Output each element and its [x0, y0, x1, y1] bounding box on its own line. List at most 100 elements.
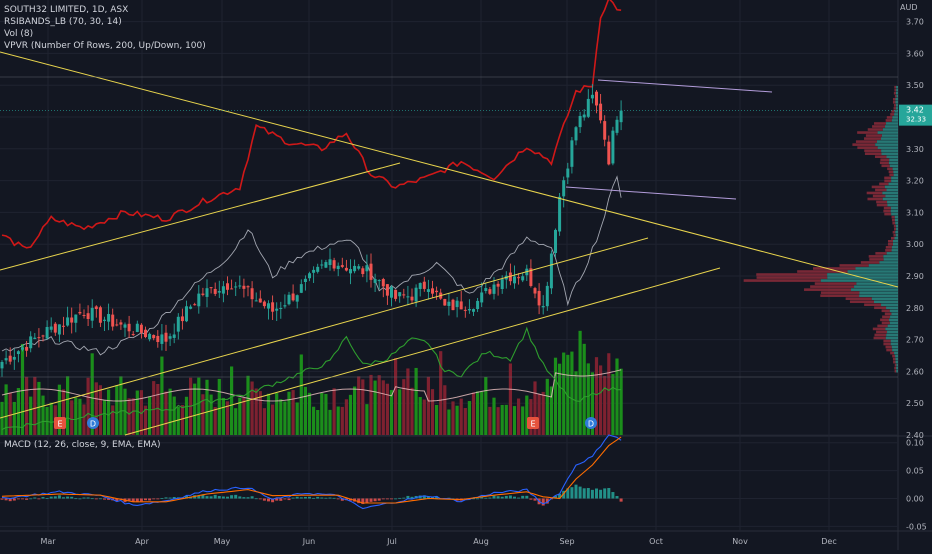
- volume-bar: [553, 357, 558, 435]
- macd-histogram-bar: [242, 497, 246, 499]
- volume-bar: [246, 375, 250, 435]
- volume-bar: [574, 371, 578, 435]
- candle-body: [197, 293, 201, 307]
- candle-body: [537, 290, 541, 306]
- volume-bar: [406, 368, 410, 435]
- profile-bar-up: [881, 152, 898, 155]
- macd-histogram-bar: [156, 498, 160, 500]
- profile-bar-down: [857, 131, 878, 134]
- profile-bar-up: [893, 173, 898, 177]
- volume-bar: [29, 396, 33, 435]
- profile-bar-up: [889, 158, 898, 162]
- volume-bar: [90, 353, 94, 435]
- macd-histogram-bar: [283, 498, 287, 500]
- volume-bar: [230, 366, 234, 435]
- profile-bar-up: [886, 306, 898, 310]
- candle-body: [316, 266, 320, 272]
- candle-body: [492, 284, 496, 294]
- macd-histogram-bar: [4, 498, 8, 501]
- volume-bar: [86, 377, 90, 435]
- candle-body: [152, 335, 156, 339]
- volume-bar: [33, 376, 37, 435]
- volume-bar: [242, 397, 246, 435]
- profile-bar-down: [893, 91, 896, 95]
- candle-body: [574, 127, 578, 141]
- profile-bar-up: [881, 134, 898, 137]
- profile-bar-down: [881, 321, 890, 325]
- volume-bar: [160, 356, 164, 435]
- volume-bar: [488, 406, 492, 435]
- macd-histogram-bar: [295, 496, 299, 499]
- volume-bar: [500, 404, 504, 435]
- macd-histogram-bar: [410, 496, 414, 499]
- currency-label: AUD: [900, 3, 918, 12]
- candle-body: [172, 334, 176, 338]
- profile-bar-down: [887, 167, 893, 171]
- profile-bar-up: [891, 176, 898, 180]
- candle-body: [221, 286, 225, 294]
- profile-bar-up: [854, 285, 898, 288]
- profile-bar-down: [864, 137, 882, 140]
- profile-bar-down: [894, 88, 897, 92]
- candle-body: [443, 298, 447, 306]
- y-tick-label: 2.40: [906, 431, 924, 440]
- candle-body: [12, 356, 16, 360]
- candle-body: [267, 303, 270, 309]
- profile-bar-up: [896, 366, 898, 370]
- profile-bar-down: [855, 140, 877, 143]
- candle-body: [25, 346, 29, 351]
- symbol-title[interactable]: SOUTH32 LIMITED, 1D, ASX: [4, 5, 129, 15]
- volume-bar: [176, 406, 180, 435]
- y-tick-label: 2.60: [906, 367, 924, 376]
- candle-body: [139, 324, 143, 333]
- volume-bar: [275, 393, 279, 435]
- macd-histogram-bar: [586, 488, 590, 499]
- candle-body: [53, 323, 57, 333]
- volume-bar: [340, 406, 344, 435]
- volume-bar: [164, 391, 168, 435]
- macd-histogram-bar: [574, 484, 578, 499]
- volume-bar: [180, 405, 184, 435]
- y-tick-label: 2.50: [906, 399, 924, 408]
- profile-bar-down: [872, 327, 886, 331]
- profile-bar-up: [879, 261, 898, 264]
- candle-body: [513, 276, 516, 284]
- macd-histogram-bar: [554, 495, 557, 499]
- macd-histogram-bar: [422, 495, 426, 499]
- profile-bar-down: [883, 209, 891, 213]
- candle-body: [517, 277, 521, 279]
- profile-bar-down: [893, 104, 896, 107]
- macd-histogram-bar: [246, 497, 250, 499]
- profile-bar-down: [893, 360, 896, 364]
- volume-bar: [430, 389, 435, 435]
- macd-histogram-bar: [131, 498, 135, 502]
- candle-body: [258, 298, 262, 303]
- macd-histogram-bar: [12, 498, 16, 501]
- candle-body: [320, 264, 324, 266]
- profile-bar-down: [892, 101, 896, 104]
- volume-bar: [57, 384, 61, 435]
- candle-body: [205, 288, 209, 297]
- volume-bar: [451, 401, 455, 435]
- candle-body: [66, 317, 70, 326]
- volume-bar: [238, 397, 242, 435]
- macd-histogram-bar: [492, 495, 496, 499]
- candle-body: [595, 91, 598, 106]
- volume-bar: [82, 404, 86, 435]
- profile-bar-down: [894, 227, 897, 231]
- profile-bar-up: [820, 279, 898, 282]
- profile-bar-up: [896, 227, 898, 231]
- profile-bar-up: [859, 291, 898, 294]
- indicator-volume[interactable]: Vol (8): [4, 29, 34, 39]
- macd-histogram-bar: [172, 496, 176, 499]
- candle-body: [78, 311, 82, 314]
- indicator-macd[interactable]: MACD (12, 26, close, 9, EMA, EMA): [4, 440, 161, 450]
- indicator-rsibands[interactable]: RSIBANDS_LB (70, 30, 14): [4, 17, 122, 27]
- candle-body: [37, 337, 41, 339]
- candle-body: [33, 337, 37, 340]
- indicator-vpvr[interactable]: VPVR (Number Of Rows, 200, Up/Down, 100): [4, 41, 206, 51]
- volume-bar: [578, 330, 582, 435]
- volume-bar: [16, 388, 20, 435]
